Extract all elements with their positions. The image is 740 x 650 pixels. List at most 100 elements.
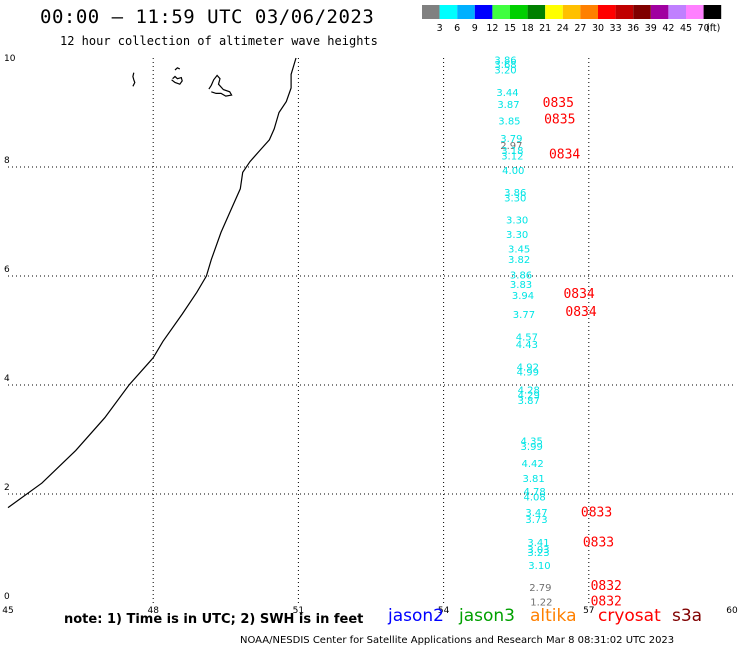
colorbar-label: 9: [472, 23, 478, 34]
y-tick-label: 10: [4, 54, 16, 64]
colorbar-swatch: [457, 5, 475, 19]
y-tick-label: 0: [4, 592, 10, 602]
wave-height-value: 4.99: [517, 368, 539, 379]
colorbar-label: 42: [662, 23, 674, 34]
pass-time-label: 0835: [544, 112, 575, 127]
axis-ticks: 45 48 51 54 57 60 0 2 4 6 8 10: [2, 54, 738, 616]
colorbar-label: 3: [437, 23, 443, 34]
wave-height-value: 3.45: [508, 245, 530, 256]
colorbar-swatch: [474, 5, 493, 19]
mainland-coastline: [7, 57, 297, 509]
legend-altika: altika: [530, 606, 577, 626]
colorbar-swatch: [598, 5, 616, 19]
wave-height-value: 3.81: [522, 474, 544, 485]
wave-height-value: 3.47: [525, 508, 547, 519]
wave-height-value: 1.22: [530, 598, 552, 609]
colorbar-label: 21: [539, 23, 551, 34]
wave-height-value: 3.23: [527, 548, 549, 559]
colorbar-swatch: [439, 5, 458, 19]
wave-height-value: 3.99: [521, 442, 543, 453]
wave-height-value: 3.83: [510, 280, 532, 291]
wave-height-value: 4.00: [502, 166, 524, 177]
wave-height-value: 4.28: [518, 386, 540, 397]
x-tick-label: 48: [147, 606, 159, 616]
wave-height-value: 3.68: [494, 60, 516, 71]
island-outline: [171, 75, 183, 85]
colorbar-unit: (ft): [706, 23, 720, 34]
colorbar-swatch: [492, 5, 510, 19]
pass-time-label: 0832: [591, 579, 622, 594]
page-subtitle: 12 hour collection of altimeter wave hei…: [60, 34, 378, 48]
wave-height-value: 3.85: [498, 116, 520, 127]
legend-jason2: jason2: [388, 606, 444, 626]
wave-height-value: 3.77: [513, 310, 535, 321]
footer-note: note: 1) Time is in UTC; 2) SWH is in fe…: [64, 612, 364, 627]
wave-height-value: 3.10: [528, 561, 550, 572]
legend-s3a: s3a: [672, 606, 703, 626]
wave-height-value: 3.82: [508, 255, 530, 266]
colorbar-swatch: [686, 5, 704, 19]
footer-credit: NOAA/NESDIS Center for Satellite Applica…: [240, 635, 675, 646]
colorbar-swatch: [580, 5, 598, 19]
colorbar-swatch: [615, 5, 634, 19]
page-title: 00:00 – 11:59 UTC 03/06/2023: [40, 6, 375, 28]
wave-height-value: 3.86: [494, 55, 516, 66]
wave-height-readings: 3.863.683.203.443.873.853.792.973.183.12…: [494, 55, 552, 608]
wave-height-value: 3.44: [496, 88, 518, 99]
colorbar-swatch: [668, 5, 686, 19]
colorbar-label: 6: [454, 23, 460, 34]
island-outline: [132, 72, 136, 87]
colorbar-swatch: [527, 5, 546, 19]
y-tick-label: 6: [4, 265, 10, 275]
y-tick-label: 2: [4, 483, 10, 493]
pass-time-label: 0835: [543, 96, 574, 111]
pass-time-label: 0834: [565, 305, 596, 320]
wave-height-value: 3.79: [500, 134, 522, 145]
wave-height-value: 3.30: [504, 193, 526, 204]
wave-height-value: 3.30: [506, 230, 528, 241]
colorbar-swatch: [633, 5, 651, 19]
legend-cryosat: cryosat: [598, 606, 661, 626]
wave-height-value: 2.97: [500, 141, 522, 152]
wave-height-value: 4.08: [523, 493, 545, 504]
y-tick-label: 4: [4, 374, 10, 384]
wave-height-colorbar: 3 6 9 12 15 18 21 24 27 30 33 36 39 42 45 70(ft): [422, 5, 722, 34]
colorbar-label: 39: [645, 23, 657, 34]
colorbar-label: 45: [680, 23, 692, 34]
colorbar-label: 30: [592, 23, 604, 34]
x-tick-label: 57: [583, 606, 594, 616]
colorbar-label: 18: [522, 23, 534, 34]
colorbar-label: 33: [610, 23, 622, 34]
wave-height-value: 3.94: [512, 291, 534, 302]
colorbar-swatch: [562, 5, 581, 19]
pass-time-label: 0832: [591, 595, 622, 610]
wave-height-value: 4.57: [516, 332, 538, 343]
x-tick-label: 51: [293, 606, 304, 616]
wave-height-value: 3.73: [525, 515, 547, 526]
wave-height-value: 3.30: [506, 216, 528, 227]
wave-height-value: 3.03: [527, 545, 549, 556]
wave-height-value: 4.43: [516, 340, 538, 351]
colorbar-swatch: [510, 5, 528, 19]
pass-time-label: 0833: [583, 535, 614, 550]
island-outline: [174, 67, 181, 71]
x-tick-label: 60: [726, 606, 738, 616]
legend-jason3: jason3: [459, 606, 515, 626]
colorbar-label: 15: [504, 23, 516, 34]
wave-height-value: 4.42: [522, 459, 544, 470]
island-outline: [208, 74, 233, 97]
wave-height-value: 4.92: [517, 362, 539, 373]
wave-height-value: 3.87: [497, 100, 519, 111]
wave-height-value: 3.18: [501, 146, 523, 157]
wave-height-value: 2.79: [529, 583, 551, 594]
wave-height-value: 4.35: [521, 436, 543, 447]
pass-time-label: 0834: [549, 147, 580, 162]
x-tick-label: 54: [438, 606, 450, 616]
map-grid: [8, 58, 734, 603]
wave-height-value: 3.86: [510, 271, 532, 282]
colorbar-label: 27: [574, 23, 586, 34]
wave-height-value: 4.29: [518, 391, 540, 402]
colorbar-swatch: [422, 5, 440, 19]
